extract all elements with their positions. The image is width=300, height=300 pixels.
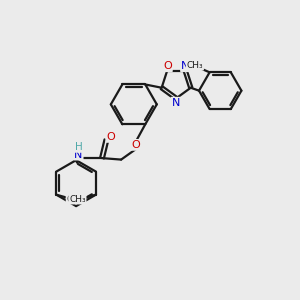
Text: N: N [181,61,189,71]
Text: CH₃: CH₃ [187,61,203,70]
Text: CH₃: CH₃ [66,194,83,203]
Text: N: N [171,98,180,108]
Text: O: O [106,132,115,142]
Text: H: H [75,142,82,152]
Text: O: O [131,140,140,150]
Text: O: O [163,61,172,71]
Text: CH₃: CH₃ [69,194,86,203]
Text: N: N [74,150,83,160]
